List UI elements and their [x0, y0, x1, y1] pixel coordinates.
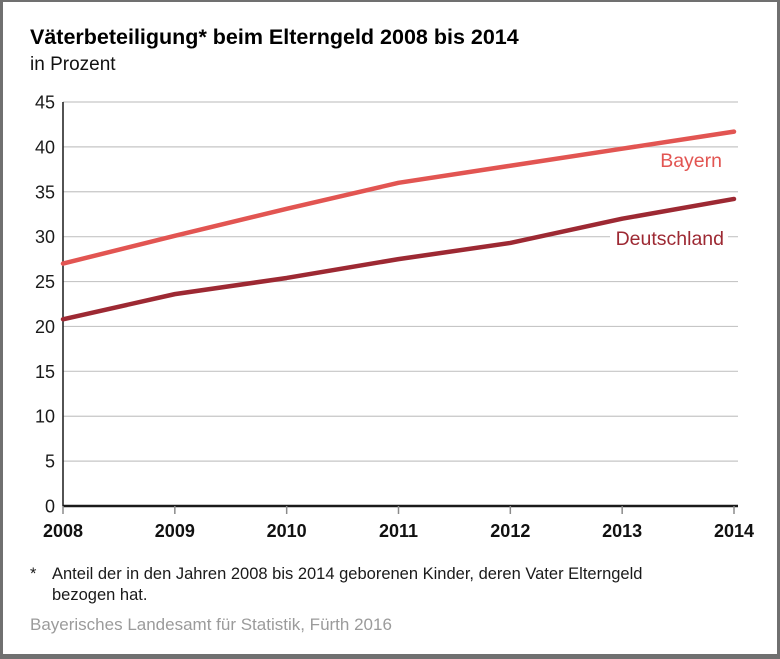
series-label-deutschland: Deutschland: [616, 228, 724, 250]
x-ticks: [62, 506, 735, 514]
source-text: Bayerisches Landesamt für Statistik, Für…: [30, 615, 392, 634]
x-tick-labels: 2008 2009 2010 2011 2012 2013 2014: [43, 521, 754, 541]
chart-title: Väterbeteiligung* beim Elterngeld 2008 b…: [30, 25, 519, 49]
y-tick-label: 35: [35, 182, 55, 202]
x-tick-label: 2009: [155, 521, 195, 541]
footnote-line2: bezogen hat.: [52, 586, 147, 604]
x-tick-label: 2008: [43, 521, 83, 541]
x-tick-label: 2012: [490, 521, 530, 541]
y-tick-label: 20: [35, 317, 55, 337]
deutschland-label-bg: [610, 227, 728, 250]
x-tick-label: 2014: [714, 521, 754, 541]
y-tick-label: 15: [35, 362, 55, 382]
footnote-marker: *: [30, 565, 37, 583]
chart-subtitle: in Prozent: [30, 54, 116, 75]
y-tick-label: 10: [35, 407, 55, 427]
x-tick-label: 2010: [267, 521, 307, 541]
x-tick-label: 2011: [379, 521, 418, 541]
gridlines: [63, 101, 738, 462]
series-line-deutschland: [60, 196, 737, 322]
series-lines: [60, 129, 737, 322]
series-line-bayern: [60, 129, 737, 266]
footnote-line1: Anteil der in den Jahren 2008 bis 2014 g…: [52, 565, 642, 583]
y-tick-label: 45: [35, 93, 55, 113]
series-label-bayern: Bayern: [660, 150, 722, 172]
y-tick-label: 0: [45, 497, 55, 517]
y-tick-label: 25: [35, 272, 55, 292]
y-tick-label: 40: [35, 137, 55, 157]
y-tick-labels: 0 5 10 15 20 25 30 35 40 45: [35, 93, 55, 517]
x-tick-label: 2013: [602, 521, 642, 541]
y-tick-label: 5: [45, 452, 55, 472]
y-tick-label: 30: [35, 227, 55, 247]
chart-svg: Väterbeteiligung* beim Elterngeld 2008 b…: [30, 25, 754, 634]
